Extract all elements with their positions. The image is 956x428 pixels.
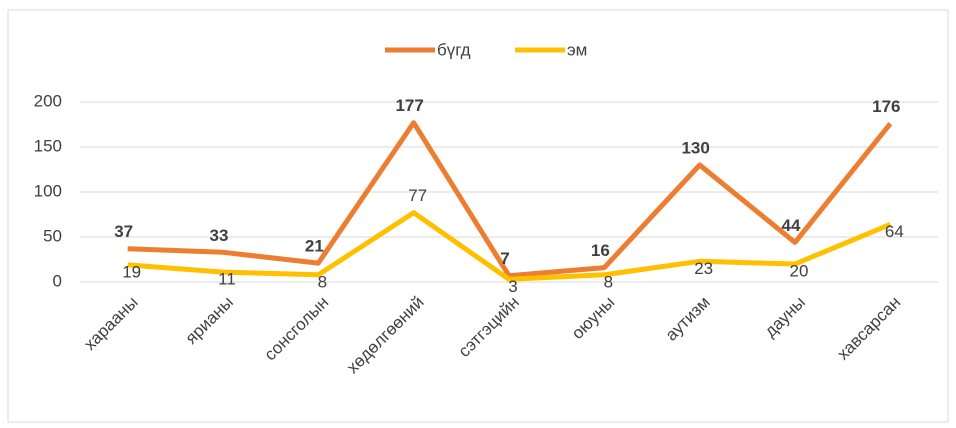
data-label: 77 <box>408 186 427 205</box>
data-label: 19 <box>122 262 141 281</box>
y-tick-label: 100 <box>34 181 62 200</box>
legend-label: эм <box>567 40 587 59</box>
data-label: 44 <box>782 216 801 235</box>
legend-label: бүгд <box>437 40 471 59</box>
series-line <box>127 210 892 282</box>
data-label: 8 <box>604 272 613 291</box>
data-label: 64 <box>885 222 904 241</box>
data-label: 20 <box>790 261 809 280</box>
data-label: 176 <box>872 97 900 116</box>
data-label: 3 <box>508 277 517 296</box>
y-tick-label: 0 <box>53 271 62 290</box>
data-label: 130 <box>681 138 709 157</box>
data-label: 7 <box>500 249 509 268</box>
data-label: 8 <box>318 272 327 291</box>
y-tick-label: 50 <box>43 226 62 245</box>
data-label: 21 <box>305 237 324 256</box>
y-tick-label: 150 <box>34 136 62 155</box>
series-line <box>127 120 893 279</box>
y-tick-label: 200 <box>34 91 62 110</box>
data-label: 37 <box>114 222 133 241</box>
data-label: 33 <box>210 226 229 245</box>
data-label: 23 <box>694 259 713 278</box>
chart-border <box>7 9 949 423</box>
data-label: 11 <box>218 270 236 289</box>
data-label: 16 <box>591 241 610 260</box>
data-label: 177 <box>395 96 423 115</box>
